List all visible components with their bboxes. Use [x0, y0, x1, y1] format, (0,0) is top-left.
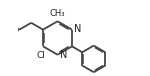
Text: CH₃: CH₃: [49, 9, 64, 18]
Text: Cl: Cl: [36, 51, 45, 60]
Text: N: N: [60, 50, 67, 60]
Text: N: N: [74, 24, 82, 34]
